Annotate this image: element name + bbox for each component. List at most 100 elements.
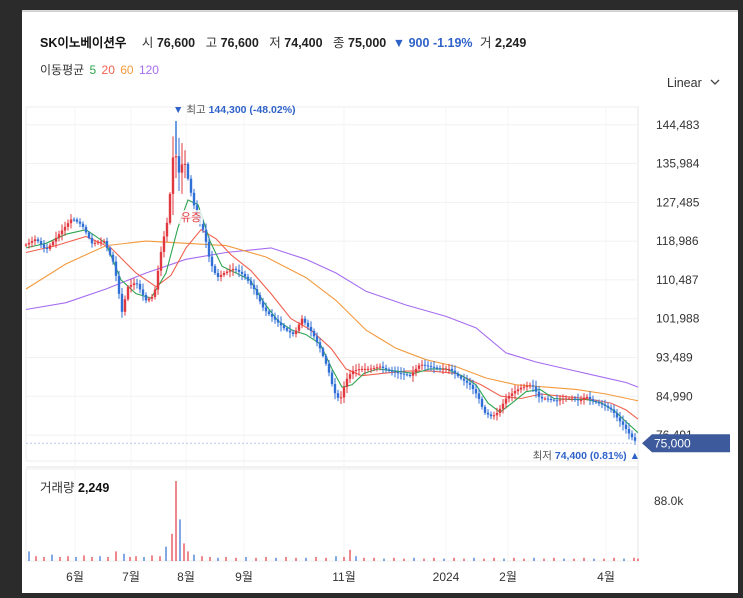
candle-body	[252, 284, 256, 289]
candle-body	[282, 325, 286, 329]
candle-body	[207, 241, 211, 257]
chart-canvas[interactable]: 144,483 135,984 127,485 118,986 110,487 101,9…	[22, 11, 738, 593]
candle-body	[597, 402, 601, 404]
candle-body	[213, 266, 217, 274]
candle-body	[462, 378, 466, 381]
candle-body	[420, 364, 424, 366]
candle-body	[576, 399, 580, 401]
candle-body	[483, 406, 487, 413]
candle-body	[339, 397, 343, 399]
candle-body	[156, 270, 160, 290]
candle-body	[114, 261, 118, 276]
candle-body	[498, 408, 502, 413]
candle-body	[351, 370, 355, 375]
volume-bar	[217, 557, 219, 561]
volume-bar	[573, 558, 575, 561]
volume-bar	[443, 558, 445, 561]
candle-body	[465, 380, 469, 383]
annotation-bg	[179, 210, 203, 225]
candle-body	[39, 241, 43, 245]
ma-20-label[interactable]: 20	[101, 63, 115, 77]
candle-body	[606, 405, 610, 408]
candle-body	[426, 365, 430, 367]
candle-body	[168, 193, 172, 223]
candle-body	[147, 298, 151, 301]
volume-bar	[473, 557, 475, 561]
candle-body	[30, 241, 34, 243]
candle-body	[126, 286, 130, 300]
volume-bar	[603, 558, 605, 561]
candle-body	[261, 301, 265, 308]
volume-bar	[165, 546, 167, 561]
candle-body	[399, 372, 403, 374]
volume-bar	[295, 557, 297, 561]
volume-bar	[115, 551, 117, 561]
volume-bar	[463, 558, 465, 561]
candle-body	[132, 283, 136, 285]
candle-body	[249, 280, 253, 285]
rights-offering-annotation: 유증	[181, 211, 201, 224]
candle-body	[99, 241, 103, 243]
candle-body	[468, 382, 472, 385]
candle-body	[93, 242, 97, 244]
candle-body	[210, 256, 214, 267]
candle-body	[621, 421, 625, 425]
candle-body	[315, 336, 319, 343]
candle-body	[342, 387, 346, 398]
volume-value: 2,249	[495, 36, 527, 50]
candle-body	[237, 269, 241, 272]
candle-body	[450, 368, 454, 371]
volume-bar	[175, 481, 177, 561]
candle-body	[312, 330, 316, 337]
volume-bar	[143, 557, 145, 561]
volume-bar	[355, 556, 357, 561]
ma-120-label[interactable]: 120	[138, 63, 159, 77]
candle-body	[417, 365, 421, 369]
candle-body	[303, 318, 307, 323]
volume-bar	[349, 549, 351, 561]
close-label: 종	[333, 36, 345, 50]
candle-body	[324, 356, 328, 364]
candle-body	[84, 226, 88, 233]
candle-body	[600, 403, 604, 405]
high-label: 고	[205, 36, 218, 50]
volume-bar	[593, 558, 595, 561]
candle-body	[408, 375, 412, 377]
candle-body	[288, 330, 292, 333]
candle-body	[231, 268, 235, 271]
candle-body	[291, 332, 295, 335]
candle-body	[456, 373, 460, 377]
candle-body	[309, 326, 313, 331]
candle-body	[87, 232, 91, 238]
candle-body	[348, 374, 352, 379]
volume-bar	[613, 557, 615, 561]
candle-body	[609, 407, 613, 410]
candle-body	[495, 412, 499, 416]
candle-body	[75, 219, 79, 222]
candle-body	[273, 316, 277, 320]
candle-body	[270, 314, 274, 317]
scale-dropdown[interactable]: Linear	[667, 76, 720, 90]
volume-bar	[179, 519, 181, 561]
high-marker-label: ▼ 최고 144,300 (-48.02%)	[173, 104, 296, 116]
high-value: 76,600	[220, 36, 259, 50]
y-tick-label: 84,990	[656, 389, 693, 403]
candle-body	[279, 322, 283, 326]
candle-body	[297, 324, 301, 331]
x-tick-label: 4월	[597, 570, 615, 584]
candle-body	[447, 368, 451, 370]
ma-5-label[interactable]: 5	[89, 63, 97, 77]
y-tick-label: 118,986	[656, 234, 699, 248]
candle-body	[564, 398, 568, 400]
candle-body	[615, 412, 619, 418]
ma-60-label[interactable]: 60	[120, 63, 134, 77]
candle-body	[357, 369, 361, 371]
candle-body	[354, 369, 358, 371]
candle-body	[96, 242, 100, 244]
volume-bar	[533, 557, 535, 561]
candle-body	[33, 239, 37, 242]
candle-body	[345, 378, 349, 388]
candle-body	[192, 192, 196, 206]
volume-bar	[305, 557, 307, 561]
volume-bar	[225, 557, 227, 561]
